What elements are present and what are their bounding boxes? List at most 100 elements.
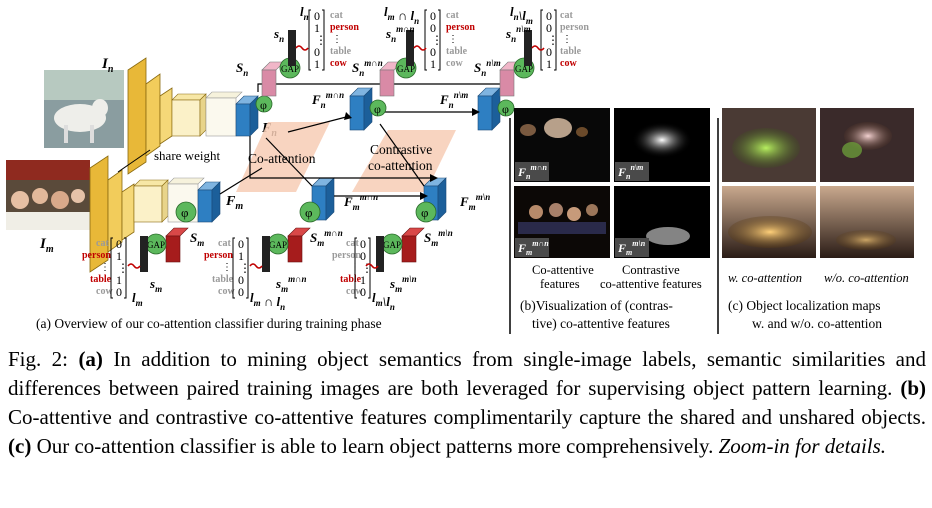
svg-text:⋮: ⋮ bbox=[448, 34, 458, 45]
svg-text:cow: cow bbox=[96, 286, 113, 297]
svg-text:lm ∩ ln: lm ∩ ln bbox=[384, 4, 419, 26]
svg-text:Sm: Sm bbox=[190, 230, 204, 248]
svg-text:1: 1 bbox=[116, 249, 122, 263]
label-Fm-cap: Fmm∩n bbox=[343, 192, 378, 212]
svg-text:lm: lm bbox=[132, 290, 143, 308]
svg-text:GAP: GAP bbox=[269, 240, 287, 250]
svg-text:0: 0 bbox=[546, 21, 552, 35]
svg-text:sn: sn bbox=[273, 26, 284, 44]
svg-text:cat: cat bbox=[346, 238, 359, 249]
svg-text:1: 1 bbox=[238, 249, 244, 263]
svg-text:cow: cow bbox=[560, 58, 577, 69]
figure-2: In Im Fn bbox=[6, 4, 914, 334]
label-Fn-diff: Fnn\m bbox=[439, 90, 468, 110]
panel-b-caption-1: (b)Visualization of (contras- bbox=[520, 298, 673, 313]
svg-text:0: 0 bbox=[314, 45, 320, 59]
svg-text:GAP: GAP bbox=[515, 64, 533, 74]
flow-arrows bbox=[219, 83, 508, 197]
svg-text:0: 0 bbox=[360, 285, 366, 299]
svg-text:smm\n: smm\n bbox=[389, 274, 417, 294]
svg-text:φ: φ bbox=[260, 98, 267, 112]
svg-text:Snn\m: Snn\m bbox=[474, 58, 501, 78]
svg-text:0: 0 bbox=[116, 285, 122, 299]
vis-fm-diff: Fmm\n bbox=[614, 186, 710, 258]
label-Im: Im bbox=[39, 236, 54, 255]
svg-text:sm: sm bbox=[149, 276, 162, 294]
arrow-heads bbox=[344, 108, 480, 200]
panel-b-col2-line1: Contrastive bbox=[622, 263, 680, 277]
input-image-bottom bbox=[6, 160, 90, 230]
svg-text:person: person bbox=[446, 22, 475, 33]
svg-text:1: 1 bbox=[314, 21, 320, 35]
feature-block-Fm bbox=[197, 181, 221, 223]
svg-text:person: person bbox=[82, 250, 111, 261]
svg-text:table: table bbox=[446, 46, 468, 57]
caption-c-tag: (c) bbox=[8, 434, 32, 458]
svg-text:smm∩n: smm∩n bbox=[275, 274, 307, 294]
bottom-classifier-3: GAP Smm\n smm\n bbox=[376, 227, 453, 294]
figure-caption: Fig. 2: (a) In addition to mining object… bbox=[8, 345, 926, 461]
svg-text:0: 0 bbox=[238, 285, 244, 299]
svg-text:φ: φ bbox=[502, 102, 509, 116]
coattention-label: Co-attention bbox=[248, 151, 316, 166]
svg-text:cat: cat bbox=[96, 238, 109, 249]
svg-text:0: 0 bbox=[360, 237, 366, 251]
svg-text:1: 1 bbox=[430, 57, 436, 71]
coattention-plane bbox=[236, 122, 330, 192]
svg-text:1: 1 bbox=[546, 57, 552, 71]
svg-text:cat: cat bbox=[330, 10, 343, 21]
svg-text:person: person bbox=[332, 250, 361, 261]
svg-text:φ: φ bbox=[421, 205, 429, 220]
label-Fm-diff: Fmm\n bbox=[459, 192, 490, 212]
share-weight-label: share weight bbox=[154, 148, 220, 163]
bottom-classifier-1: GAP Sm sm bbox=[140, 227, 204, 294]
svg-text:ln\lm: ln\lm bbox=[510, 4, 533, 26]
svg-text:0: 0 bbox=[238, 273, 244, 287]
panel-c-col2: w/o. co-attention bbox=[824, 271, 909, 285]
backbone-top bbox=[127, 57, 243, 175]
svg-text:Snm∩n: Snm∩n bbox=[352, 58, 383, 78]
svg-text:1: 1 bbox=[116, 273, 122, 287]
svg-text:φ: φ bbox=[181, 205, 189, 220]
svg-text:lm ∩ ln: lm ∩ ln bbox=[250, 290, 285, 312]
svg-text:0: 0 bbox=[546, 45, 552, 59]
panel-b-col1-line2: features bbox=[540, 277, 580, 291]
top-classifier-2: GAP Snm∩n snm∩n bbox=[352, 24, 417, 97]
svg-text:cow: cow bbox=[218, 286, 235, 297]
map-table-without bbox=[820, 186, 914, 258]
svg-text:φ: φ bbox=[305, 205, 313, 220]
svg-text:cat: cat bbox=[560, 10, 573, 21]
panel-a-caption: (a) Overview of our co-attention classif… bbox=[36, 316, 382, 331]
panel-b-col2-line2: co-attentive features bbox=[600, 277, 702, 291]
vis-fn-diff: Fnn\m bbox=[614, 108, 710, 182]
label-Fn-cap: Fnm∩n bbox=[311, 90, 344, 110]
panel-b-col1-line1: Co-attentive bbox=[532, 263, 594, 277]
feature-block-Fn bbox=[235, 95, 259, 137]
svg-text:ln: ln bbox=[300, 4, 309, 22]
svg-text:table: table bbox=[330, 46, 352, 57]
svg-text:⋮: ⋮ bbox=[332, 34, 342, 45]
svg-text:table: table bbox=[560, 46, 582, 57]
top-classifier-1: GAP Sn sn bbox=[236, 26, 301, 97]
svg-text:⋮: ⋮ bbox=[562, 34, 572, 45]
svg-text:Sn: Sn bbox=[236, 60, 248, 78]
loss-squiggles bbox=[127, 45, 545, 269]
svg-text:person: person bbox=[560, 22, 589, 33]
svg-text:φ: φ bbox=[374, 102, 381, 116]
svg-text:cat: cat bbox=[218, 238, 231, 249]
svg-text:0: 0 bbox=[546, 9, 552, 23]
panel-c-caption-1: (c) Object localization maps bbox=[728, 298, 881, 313]
svg-text:Smm\n: Smm\n bbox=[424, 228, 453, 248]
panel-b: Fnm∩n Fnn\m Fmm∩n Fmm\n Co-attentive fea… bbox=[514, 108, 710, 331]
map-table-with bbox=[722, 186, 816, 258]
panel-c-col1: w. co-attention bbox=[728, 271, 802, 285]
contrastive-label-1: Contrastive bbox=[370, 142, 432, 157]
caption-prefix: Fig. 2: bbox=[8, 347, 79, 371]
vis-fm-cap: Fmm∩n bbox=[514, 186, 610, 258]
panel-a: In Im Fn bbox=[6, 4, 589, 331]
feature-block-Fn-cap bbox=[349, 87, 373, 131]
svg-text:0: 0 bbox=[430, 9, 436, 23]
panel-b-caption-2: tive) co-attentive features bbox=[532, 316, 670, 331]
